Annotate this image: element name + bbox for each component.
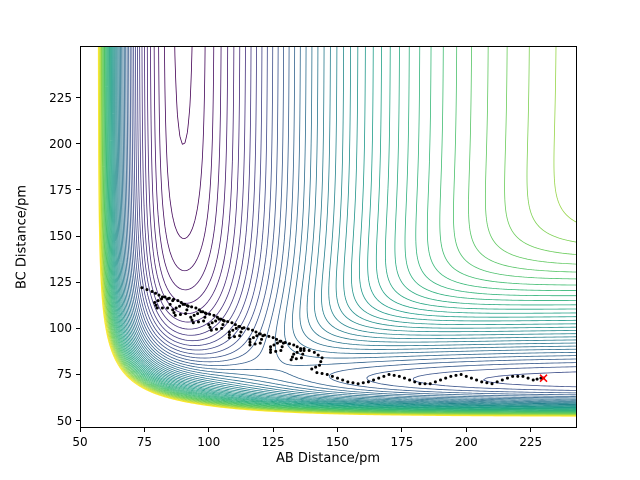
x-tick-label: 50 <box>72 435 88 449</box>
x-axis-label: AB Distance/pm <box>275 451 381 466</box>
x-tick-label: 125 <box>261 435 285 449</box>
y-tick-mark <box>76 189 80 191</box>
x-tick-label: 200 <box>454 435 478 449</box>
y-tick-label: 125 <box>49 275 72 290</box>
y-tick-mark <box>76 373 80 375</box>
y-tick-label: 50 <box>56 413 72 428</box>
x-tick-mark <box>530 428 532 432</box>
x-tick-label: 150 <box>326 435 349 449</box>
y-tick-mark <box>76 97 80 99</box>
y-tick-mark <box>76 420 80 422</box>
x-tick-label: 225 <box>519 435 543 449</box>
x-tick-label: 175 <box>390 435 414 449</box>
y-tick-label: 100 <box>49 321 72 336</box>
x-tick-mark <box>337 428 338 432</box>
y-tick-mark <box>76 235 80 237</box>
y-axis-label: BC Distance/pm <box>14 184 30 290</box>
x-tick-mark <box>208 428 210 432</box>
y-tick-label: 75 <box>56 367 72 382</box>
x-tick-mark <box>401 428 403 432</box>
contour-plot-canvas <box>80 46 577 428</box>
x-tick-mark <box>143 428 145 432</box>
y-tick-label: 200 <box>49 136 72 151</box>
y-tick-mark <box>76 281 80 283</box>
y-tick-mark <box>76 143 80 145</box>
x-tick-mark <box>272 428 274 432</box>
x-tick-mark <box>465 428 467 432</box>
y-tick-mark <box>76 327 80 329</box>
x-tick-mark <box>79 428 81 432</box>
y-tick-label: 175 <box>49 182 72 197</box>
x-tick-label: 100 <box>197 435 221 449</box>
y-tick-label: 150 <box>49 229 72 244</box>
y-tick-label: 225 <box>49 90 72 105</box>
x-tick-label: 75 <box>136 435 153 449</box>
